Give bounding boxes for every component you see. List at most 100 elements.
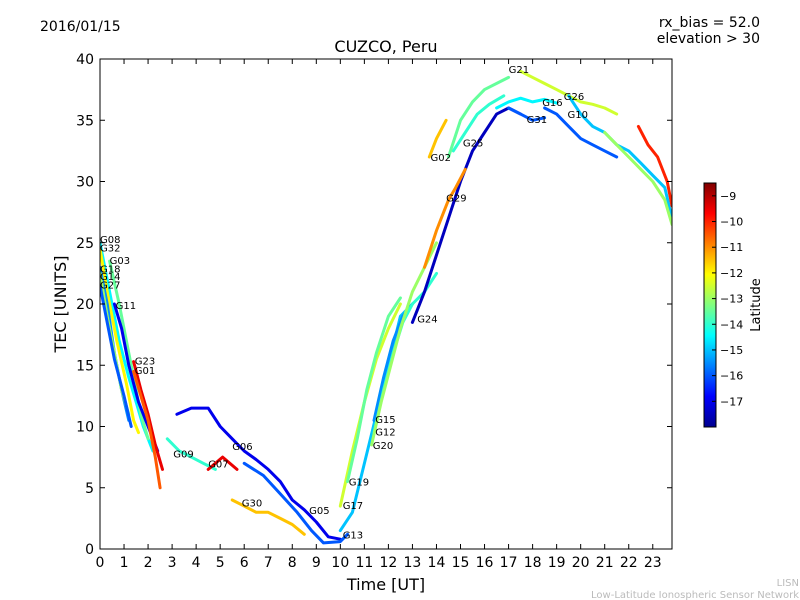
x-tick-label: 2 <box>144 555 153 571</box>
y-tick-label: 40 <box>76 52 94 68</box>
label-G13: G13 <box>343 530 363 541</box>
label-G06: G06 <box>232 442 252 453</box>
y-tick-label: 30 <box>76 175 94 191</box>
series-G25 <box>451 94 506 153</box>
x-tick-label: 11 <box>355 555 373 571</box>
label-G25: G25 <box>463 138 483 149</box>
x-tick-label: 17 <box>500 555 518 571</box>
series-G28 <box>567 94 672 220</box>
label-G15: G15 <box>375 415 395 426</box>
series-G34 <box>636 124 672 208</box>
series-G22 <box>603 131 672 226</box>
label-G20: G20 <box>373 441 393 452</box>
series-G05 <box>242 461 349 545</box>
series-G03 <box>108 259 150 441</box>
colorbar-ticks: −9 −10 −11 −12 −13 −14 −15 −16 −17 <box>712 190 743 408</box>
x-tick-label: 15 <box>452 555 470 571</box>
series-G30 <box>230 498 306 536</box>
y-axis-label: TEC [UNITS] <box>51 256 70 354</box>
x-tick-label: 6 <box>240 555 249 571</box>
label-G14: G14 <box>100 272 120 283</box>
footer-lisn: LISN <box>777 578 799 589</box>
y-tick-label: 25 <box>76 236 94 252</box>
colorbar-tick-label: −11 <box>720 241 743 254</box>
label-G31: G31 <box>527 115 547 126</box>
series-G27 <box>100 284 133 428</box>
series-G16 <box>495 96 559 110</box>
x-tick-label: 12 <box>379 555 397 571</box>
series-G23 <box>132 360 164 471</box>
x-tick-label: 8 <box>288 555 297 571</box>
x-axis-label: Time [UT] <box>346 575 425 594</box>
label-G07: G07 <box>208 459 228 470</box>
series-G32 <box>100 247 140 435</box>
colorbar-tick-label: −13 <box>720 293 743 306</box>
x-tick-label: 9 <box>312 555 321 571</box>
x-axis: 0 1 2 3 4 5 6 7 8 9 10 11 12 13 14 15 16 17 18 19 20 21 22 23 <box>96 59 662 571</box>
label-G30: G30 <box>242 498 262 509</box>
colorbar-label: Latitude <box>749 278 764 332</box>
y-tick-label: 5 <box>85 481 94 497</box>
x-tick-label: 0 <box>96 555 105 571</box>
colorbar-tick-label: −16 <box>720 370 743 383</box>
label-G01: G01 <box>135 366 155 377</box>
x-tick-label: 14 <box>428 555 446 571</box>
series-layer <box>100 69 672 545</box>
x-tick-label: 18 <box>524 555 542 571</box>
series-G21 <box>447 75 511 159</box>
x-tick-label: 21 <box>596 555 614 571</box>
footer-network: Low-Latitude Ionospheric Sensor Network <box>591 590 799 600</box>
date-label: 2016/01/15 <box>40 19 121 35</box>
y-tick-label: 0 <box>85 542 94 558</box>
x-tick-label: 20 <box>572 555 590 571</box>
label-G11: G11 <box>116 301 136 312</box>
label-G17: G17 <box>343 501 363 512</box>
x-tick-label: 10 <box>331 555 349 571</box>
elevation-label: elevation > 30 <box>657 31 760 47</box>
series-G24 <box>410 106 523 324</box>
x-tick-label: 5 <box>216 555 225 571</box>
series-G02 <box>427 118 448 159</box>
y-tick-label: 20 <box>76 297 94 313</box>
y-tick-label: 35 <box>76 113 94 129</box>
x-tick-label: 22 <box>620 555 638 571</box>
y-tick-label: 10 <box>76 420 94 436</box>
chart-title: CUZCO, Peru <box>334 37 437 56</box>
label-G08: G08 <box>100 235 120 246</box>
x-tick-label: 3 <box>168 555 177 571</box>
label-G16: G16 <box>542 98 562 109</box>
colorbar-tick-label: −9 <box>720 190 736 203</box>
x-tick-label: 13 <box>404 555 422 571</box>
label-G23: G23 <box>135 356 155 367</box>
label-G18: G18 <box>100 265 120 276</box>
colorbar-tick-label: −17 <box>720 395 743 408</box>
label-G21: G21 <box>509 65 529 76</box>
colorbar-tick-label: −12 <box>720 267 743 280</box>
x-tick-label: 7 <box>264 555 273 571</box>
x-tick-label: 1 <box>120 555 129 571</box>
colorbar-tick-label: −10 <box>720 216 743 229</box>
series-G07 <box>206 455 239 471</box>
x-tick-label: 4 <box>192 555 201 571</box>
label-G24: G24 <box>417 315 437 326</box>
series-G29 <box>423 167 467 269</box>
colorbar <box>703 182 717 428</box>
label-G09: G09 <box>173 449 193 460</box>
label-G03: G03 <box>110 256 130 267</box>
label-G26: G26 <box>564 92 584 103</box>
plot-frame <box>99 58 673 550</box>
series-G09 <box>165 437 217 471</box>
colorbar-tick-label: −14 <box>720 318 743 331</box>
rx-bias-label: rx_bias = 52.0 <box>659 15 760 31</box>
series-G06 <box>175 406 342 541</box>
series-G01 <box>132 369 162 490</box>
series-G12 <box>372 271 438 435</box>
y-axis: 0 5 10 15 20 25 30 35 40 <box>76 52 672 558</box>
series-G19 <box>346 296 402 484</box>
series-G31 <box>507 106 547 122</box>
label-G05: G05 <box>309 506 329 517</box>
x-tick-label: 23 <box>644 555 662 571</box>
label-G19: G19 <box>349 478 369 489</box>
